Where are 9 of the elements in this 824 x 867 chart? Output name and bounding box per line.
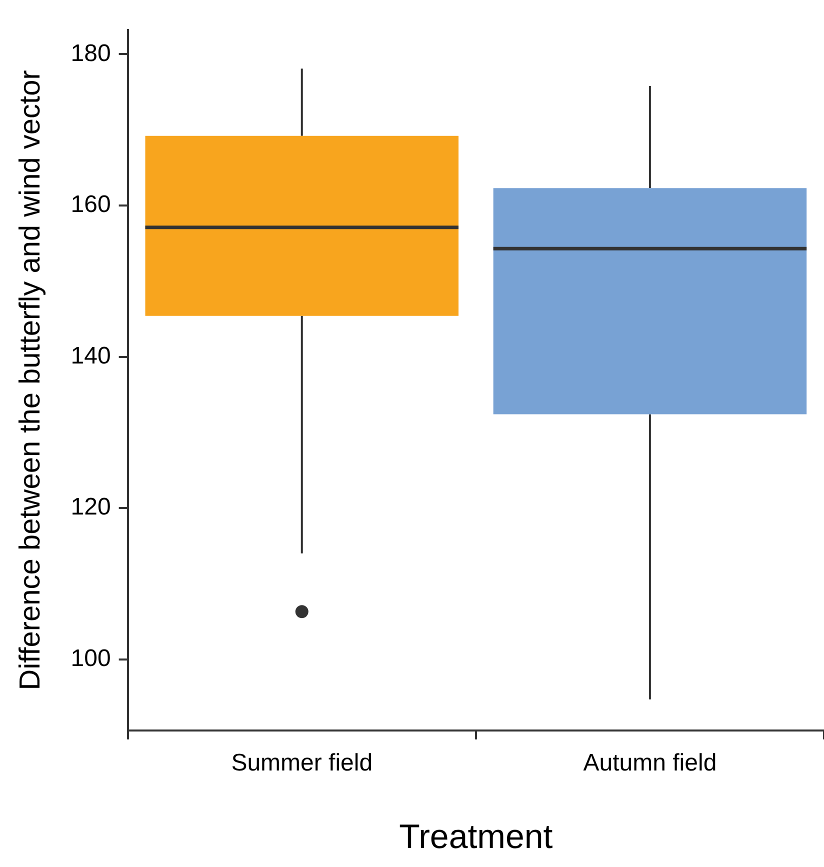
y-tick-label: 180 (70, 40, 111, 67)
y-tick-label: 140 (70, 342, 111, 370)
x-tick-label: Summer field (231, 749, 373, 776)
y-tick-label: 100 (70, 644, 111, 672)
x-axis-title: Treatment (399, 818, 554, 856)
y-tick-label: 120 (70, 494, 111, 521)
y-axis-title: Difference between the butterfly and wind vector (14, 70, 46, 690)
y-tick-label: 160 (70, 191, 111, 218)
x-tick-label: Autumn field (583, 749, 717, 776)
